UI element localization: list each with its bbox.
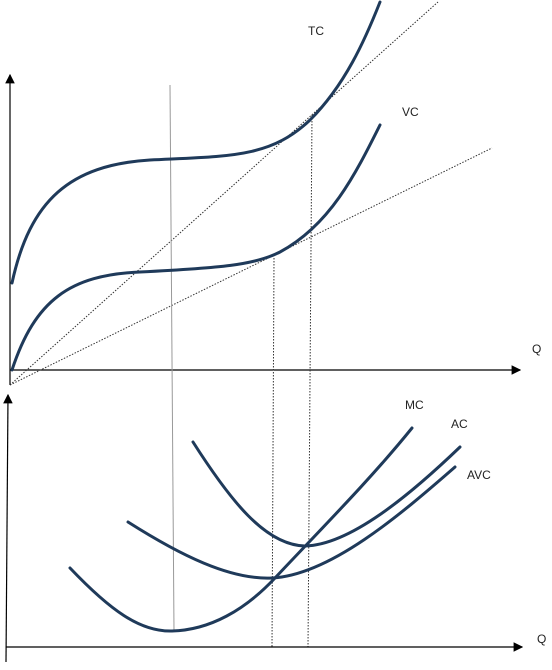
mc-label: MC (405, 398, 424, 412)
vertical-guide (169, 84, 175, 633)
ray-tc (9, 1, 439, 386)
tc-curve (10, 0, 382, 285)
avc-curve (126, 465, 457, 580)
mc-curve (68, 426, 414, 633)
vc-curve (10, 123, 382, 372)
vc-label: VC (402, 105, 419, 119)
tc-label: TC (308, 24, 324, 38)
ac-curve (191, 440, 462, 548)
ray-vc (9, 147, 493, 386)
vertical-guide-avc-min (271, 257, 275, 648)
avc-label: AVC (467, 468, 491, 482)
ac-label: AC (451, 417, 468, 431)
q-label-bottom: Q (537, 632, 546, 646)
y-axis-bottom (3, 393, 13, 663)
q-label-top: Q (532, 342, 541, 356)
